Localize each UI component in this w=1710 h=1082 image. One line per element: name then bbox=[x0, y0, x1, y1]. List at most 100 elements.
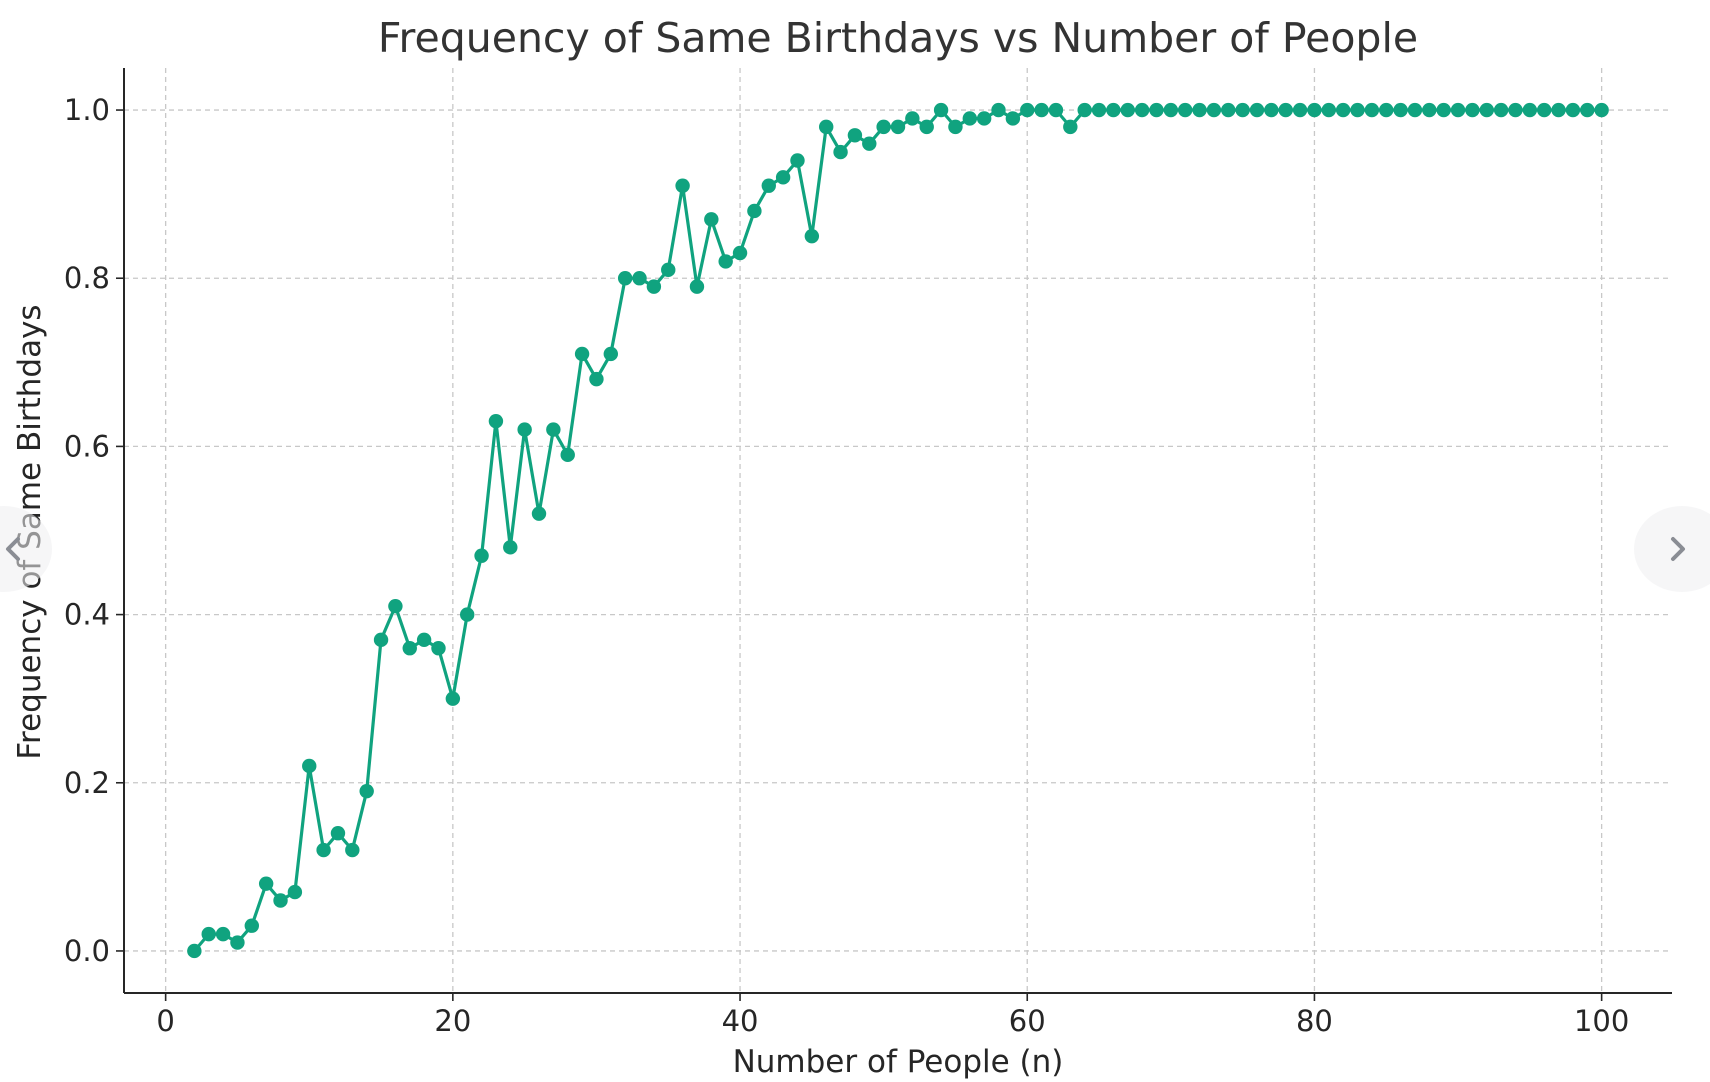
x-tick-label: 60 bbox=[1009, 1004, 1046, 1038]
data-point bbox=[258, 876, 274, 891]
x-tick-label: 80 bbox=[1296, 1004, 1333, 1038]
data-point bbox=[330, 826, 346, 841]
y-tick-label: 0.4 bbox=[64, 598, 110, 632]
data-point bbox=[933, 102, 949, 118]
data-point bbox=[1063, 119, 1078, 135]
data-point bbox=[517, 422, 532, 437]
data-point bbox=[1422, 102, 1437, 118]
data-point bbox=[1407, 102, 1423, 118]
chart-title: Frequency of Same Birthdays vs Number of… bbox=[378, 14, 1418, 62]
data-point bbox=[948, 119, 963, 135]
series-polyline bbox=[193, 108, 1602, 953]
data-point bbox=[1292, 102, 1308, 118]
data-point bbox=[1149, 102, 1164, 118]
data-point bbox=[1479, 102, 1494, 118]
prev-button[interactable] bbox=[0, 506, 52, 592]
data-point bbox=[689, 279, 705, 294]
data-point bbox=[1206, 102, 1222, 118]
data-point bbox=[675, 178, 690, 193]
data-point bbox=[187, 943, 202, 959]
x-tick-label: 0 bbox=[156, 1004, 174, 1038]
data-point bbox=[718, 254, 733, 269]
data-point bbox=[1134, 102, 1150, 118]
data-point bbox=[1221, 102, 1236, 118]
data-point bbox=[1350, 102, 1365, 118]
data-point bbox=[1163, 102, 1179, 118]
grid-lines bbox=[124, 68, 1672, 993]
data-point bbox=[775, 170, 791, 185]
data-point bbox=[416, 632, 432, 648]
data-point bbox=[732, 245, 748, 261]
data-point bbox=[445, 691, 461, 706]
y-tick-label: 0.0 bbox=[64, 934, 110, 968]
data-point bbox=[761, 178, 776, 193]
data-point bbox=[1580, 102, 1595, 118]
data-point bbox=[1077, 102, 1092, 118]
data-point bbox=[215, 926, 231, 942]
y-tick-label: 0.6 bbox=[64, 429, 110, 463]
data-point bbox=[302, 758, 317, 774]
data-point bbox=[503, 540, 518, 555]
data-point bbox=[1551, 102, 1566, 118]
data-point bbox=[1450, 102, 1466, 118]
data-point bbox=[1048, 102, 1064, 118]
data-point bbox=[1465, 102, 1480, 118]
data-point bbox=[1364, 102, 1380, 118]
x-tick-label: 100 bbox=[1574, 1004, 1629, 1038]
data-point bbox=[474, 548, 489, 563]
data-point bbox=[1321, 102, 1336, 118]
next-button[interactable] bbox=[1634, 506, 1710, 592]
data-point bbox=[373, 632, 389, 648]
data-point bbox=[402, 641, 417, 656]
data-point bbox=[617, 271, 633, 286]
y-tick-label: 0.8 bbox=[64, 261, 110, 295]
data-point bbox=[1249, 102, 1265, 118]
data-point bbox=[804, 228, 820, 244]
data-point bbox=[790, 153, 805, 168]
data-point bbox=[488, 413, 504, 429]
data-point bbox=[1536, 102, 1552, 118]
data-point bbox=[431, 641, 446, 656]
data-point bbox=[316, 842, 331, 858]
data-point bbox=[1264, 102, 1279, 118]
data-point bbox=[1177, 102, 1193, 118]
chevron-left-icon bbox=[6, 537, 20, 561]
data-point bbox=[1493, 102, 1509, 118]
data-point bbox=[589, 371, 604, 387]
x-axis-label: Number of People (n) bbox=[733, 1044, 1064, 1080]
data-point bbox=[1508, 102, 1523, 118]
data-point bbox=[661, 262, 676, 278]
y-tick-label: 1.0 bbox=[64, 93, 110, 127]
data-point bbox=[747, 203, 762, 219]
data-point bbox=[1034, 102, 1049, 118]
series-points bbox=[187, 102, 1609, 959]
data-point bbox=[531, 506, 547, 521]
tick-labels: 0 20 40 60 80 100 0.0 0.2 0.4 0.6 0.8 1.0 bbox=[64, 93, 1629, 1038]
data-point bbox=[546, 422, 561, 437]
data-point bbox=[388, 598, 403, 614]
data-point bbox=[1594, 102, 1609, 118]
data-point bbox=[359, 783, 374, 799]
data-point bbox=[819, 119, 834, 135]
data-point bbox=[1565, 102, 1581, 118]
data-point bbox=[1120, 102, 1135, 118]
data-point bbox=[1192, 102, 1207, 118]
data-point bbox=[905, 111, 920, 126]
data-point bbox=[1436, 102, 1451, 118]
data-point bbox=[244, 918, 260, 933]
x-tick-label: 20 bbox=[434, 1004, 471, 1038]
data-point bbox=[1235, 102, 1250, 118]
data-point bbox=[876, 119, 891, 135]
data-point bbox=[230, 935, 245, 950]
data-point bbox=[833, 144, 848, 160]
data-point bbox=[1278, 102, 1293, 118]
data-point bbox=[560, 447, 575, 463]
data-point bbox=[919, 119, 934, 135]
data-point bbox=[273, 893, 288, 908]
axes bbox=[116, 68, 1672, 1001]
data-point bbox=[1522, 102, 1538, 118]
data-point bbox=[1005, 111, 1021, 126]
x-tick-label: 40 bbox=[722, 1004, 759, 1038]
data-point bbox=[603, 346, 619, 362]
